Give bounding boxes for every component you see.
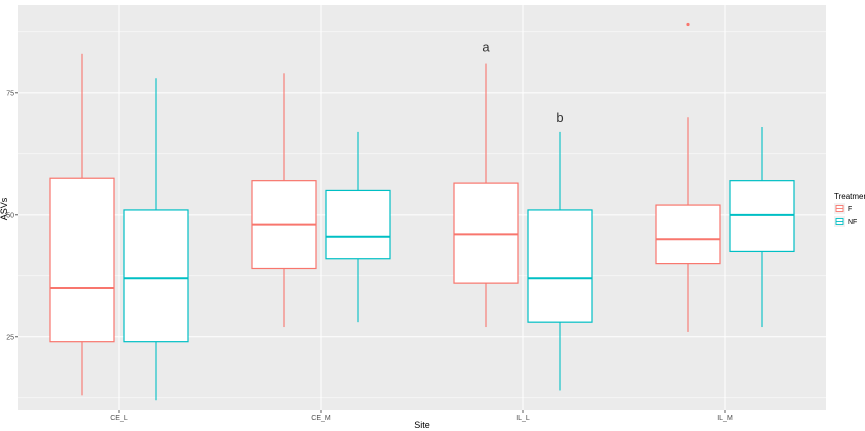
y-tick-label: 75 <box>6 90 14 97</box>
legend-label-F: F <box>848 206 852 213</box>
x-tick-label: CE_M <box>311 415 331 422</box>
box-NF-CE_M <box>325 131 391 323</box>
grid-lines <box>18 5 826 410</box>
legend-title: Treatment <box>834 192 865 201</box>
box-rect <box>527 209 593 323</box>
legend-label-NF: NF <box>848 219 857 226</box>
x-axis-title: Site <box>414 420 430 430</box>
legend-key-F <box>834 203 845 214</box>
annotation-label: b <box>556 110 563 125</box>
y-tick-label: 50 <box>6 212 14 219</box>
legend: Treatment F NF <box>834 192 865 227</box>
legend-key-NF <box>834 216 845 227</box>
box-F-IL_L <box>453 63 519 328</box>
box-rect <box>325 189 391 260</box>
box-rect <box>655 204 721 265</box>
annotation-layer: ab <box>482 39 563 125</box>
y-tick-label: 25 <box>6 334 14 341</box>
box-NF-CE_L <box>123 78 189 401</box>
box-F-CE_M <box>251 73 317 328</box>
box-rect <box>49 177 115 343</box>
annotation-label: a <box>482 39 490 54</box>
box-F-CE_L <box>49 53 115 396</box>
box-NF-IL_L <box>527 131 593 391</box>
y-axis-title: ASVs <box>0 197 9 220</box>
outlier-point <box>686 22 690 27</box>
box-rect <box>123 209 189 343</box>
box-NF-IL_M <box>729 126 795 328</box>
x-tick-label: IL_L <box>516 415 530 422</box>
x-axis: CE_L CE_M IL_L IL_M <box>110 410 733 422</box>
x-tick-label: IL_M <box>717 415 733 422</box>
box-rect <box>729 180 795 253</box>
x-tick-label: CE_L <box>110 415 128 422</box>
box-layer <box>49 22 795 401</box>
box-rect <box>453 182 519 284</box>
y-axis: 25 50 75 <box>6 90 18 341</box>
box-F-IL_M <box>655 22 721 332</box>
